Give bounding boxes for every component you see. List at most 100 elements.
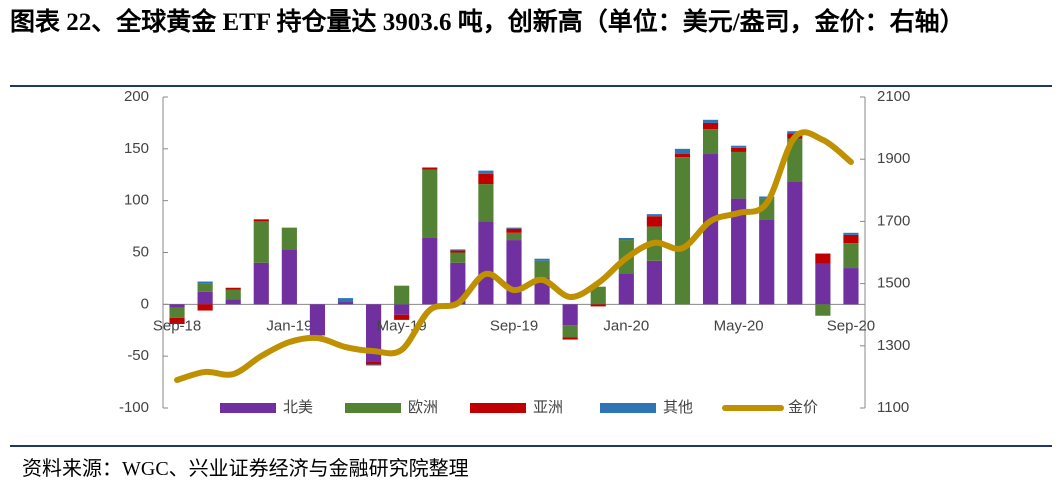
y2-tick-label: 1700 xyxy=(877,212,910,229)
y2-tick-label: 1300 xyxy=(877,337,910,354)
bar xyxy=(731,151,747,199)
y2-tick-label: 1100 xyxy=(877,399,909,416)
x-tick-label: May-20 xyxy=(714,317,764,334)
bar xyxy=(366,304,382,362)
x-tick-label: Sep-18 xyxy=(153,317,201,334)
bar xyxy=(478,184,494,222)
bar xyxy=(843,268,859,305)
chart: -100 -50 0 50 100 150 200 1100 1300 1500 1700 1900 2… xyxy=(10,85,1052,447)
bar xyxy=(506,227,522,229)
legend-label: 其他 xyxy=(663,399,693,416)
bar xyxy=(337,298,354,302)
bar xyxy=(253,221,269,263)
bar xyxy=(281,249,297,305)
legend-swatch xyxy=(220,403,276,413)
bar xyxy=(366,364,382,366)
bar xyxy=(253,262,269,305)
x-tick-label: Sep-19 xyxy=(490,317,538,334)
bar xyxy=(815,263,831,305)
bar xyxy=(646,214,662,217)
bar xyxy=(702,122,719,130)
bar xyxy=(169,304,185,308)
bar xyxy=(618,237,634,241)
x-tick-label: Jan-19 xyxy=(266,317,312,334)
bar xyxy=(253,219,269,222)
bar xyxy=(366,361,382,365)
bar xyxy=(394,314,410,320)
y-tick-label: 50 xyxy=(132,243,149,260)
bar xyxy=(843,243,859,269)
legend-swatch xyxy=(345,403,401,413)
bar xyxy=(815,253,831,264)
y-tick-label: 0 xyxy=(141,295,149,312)
bar xyxy=(674,148,691,155)
y-tick-label: -100 xyxy=(119,399,149,416)
bar xyxy=(450,250,466,253)
y2-tick-label: 2100 xyxy=(877,88,910,105)
bar xyxy=(197,283,213,292)
bar xyxy=(787,182,803,305)
bar xyxy=(169,307,185,318)
x-tick-label: Jan-20 xyxy=(603,317,649,334)
legend-label: 金价 xyxy=(788,399,818,416)
line xyxy=(174,129,854,384)
bar xyxy=(394,304,410,315)
y2-tick-label: 1500 xyxy=(877,275,910,292)
bar xyxy=(309,304,326,336)
y2-tick-label: 1900 xyxy=(877,150,910,167)
legend-swatch xyxy=(470,403,526,413)
bar xyxy=(422,237,438,305)
bar xyxy=(225,287,241,290)
y-tick-label: 100 xyxy=(124,192,149,209)
bar xyxy=(281,227,297,250)
bar xyxy=(225,289,241,300)
bar xyxy=(450,252,466,263)
bar xyxy=(646,216,662,227)
bar xyxy=(702,129,719,155)
y-tick-label: 200 xyxy=(124,88,149,105)
bar xyxy=(478,173,494,185)
bar xyxy=(197,281,213,284)
bar xyxy=(169,317,185,325)
bar xyxy=(478,221,494,305)
bar xyxy=(562,337,578,340)
bar xyxy=(337,301,354,305)
bar xyxy=(674,154,691,158)
bar xyxy=(450,262,466,305)
bar xyxy=(225,299,241,305)
bar xyxy=(815,304,831,316)
bar xyxy=(506,228,522,233)
bar xyxy=(534,258,550,261)
y-tick-label: -50 xyxy=(127,347,149,364)
bar xyxy=(562,304,578,326)
bar xyxy=(422,167,438,170)
bar xyxy=(618,273,634,305)
legend-swatch xyxy=(600,403,656,413)
bar xyxy=(702,119,719,123)
bar xyxy=(759,219,775,305)
bar xyxy=(197,291,213,305)
bar xyxy=(478,170,494,174)
bar xyxy=(506,240,522,305)
bar xyxy=(562,325,578,338)
legend-label: 亚洲 xyxy=(533,399,563,416)
bar xyxy=(590,286,606,305)
y-tick-label: 150 xyxy=(124,140,149,157)
bar xyxy=(731,145,747,148)
bar xyxy=(843,232,859,235)
bar xyxy=(590,304,606,307)
bar xyxy=(702,154,719,305)
bar xyxy=(450,249,466,251)
bar xyxy=(787,131,803,134)
bar xyxy=(197,304,213,311)
bar xyxy=(731,198,747,305)
bar xyxy=(646,260,662,305)
bar xyxy=(506,232,522,241)
title: 图表 22、全球黄金 ETF 持仓量达 3903.6 吨，创新高（单位：美元/盎… xyxy=(10,9,965,36)
bar xyxy=(394,285,410,305)
bar xyxy=(422,169,438,238)
bar xyxy=(731,147,747,152)
source: 资料来源：WGC、兴业证券经济与金融研究院整理 xyxy=(22,458,469,480)
legend-label: 北美 xyxy=(283,399,313,416)
